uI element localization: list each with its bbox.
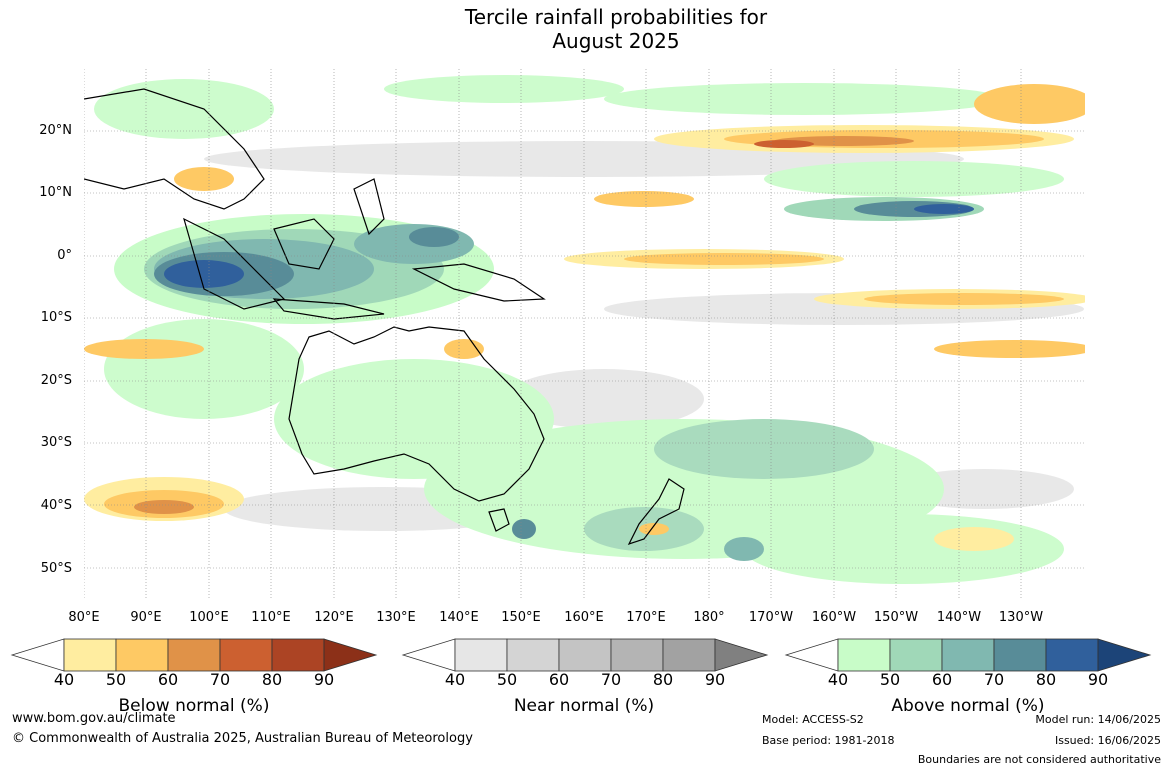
lon-label: 170°E xyxy=(626,610,666,625)
colorbar-tick: 50 xyxy=(105,670,127,689)
lon-label: 140°E xyxy=(439,610,479,625)
below-normal-label: Below normal (%) xyxy=(118,696,270,716)
lat-label-10s: 10°S xyxy=(40,310,72,325)
lat-label-50s: 50°S xyxy=(40,561,72,576)
colorbar-tick: 80 xyxy=(1035,670,1057,689)
website-link[interactable]: www.bom.gov.au/climate xyxy=(12,711,176,726)
colorbar-tick: 40 xyxy=(444,670,466,689)
colorbar-tick: 90 xyxy=(313,670,335,689)
colorbar-tick: 70 xyxy=(600,670,622,689)
below-normal-colorbar xyxy=(10,638,378,672)
colorbar-tick: 70 xyxy=(209,670,231,689)
lon-label: 130°E xyxy=(376,610,416,625)
colorbar-tick: 40 xyxy=(827,670,849,689)
colorbar-tick: 60 xyxy=(157,670,179,689)
colorbar-tick: 60 xyxy=(548,670,570,689)
lon-label: 80°E xyxy=(68,610,100,625)
rainfall-probability-map xyxy=(84,69,1085,600)
colorbar-tick: 90 xyxy=(704,670,726,689)
title-line-1: Tercile rainfall probabilities for xyxy=(464,5,768,29)
lat-label-0: 0° xyxy=(57,248,72,263)
lon-label: 100°E xyxy=(189,610,229,625)
lon-label: 90°E xyxy=(130,610,162,625)
issued-date: Issued: 16/06/2025 xyxy=(1054,734,1161,747)
colorbar-tick: 70 xyxy=(983,670,1005,689)
copyright-notice: © Commonwealth of Australia 2025, Austra… xyxy=(12,731,473,746)
lon-label: 120°E xyxy=(314,610,354,625)
lon-label: 170°W xyxy=(748,610,794,625)
colorbar-tick: 80 xyxy=(261,670,283,689)
colorbar-tick: 50 xyxy=(879,670,901,689)
lon-label: 180° xyxy=(693,610,725,625)
colorbar-tick: 80 xyxy=(652,670,674,689)
map-title: Tercile rainfall probabilities for Augus… xyxy=(0,5,1173,53)
lat-label-30s: 30°S xyxy=(40,435,72,450)
lon-label: 140°W xyxy=(936,610,982,625)
near-normal-label: Near normal (%) xyxy=(513,696,655,716)
colorbar-tick: 60 xyxy=(931,670,953,689)
colorbar-tick: 40 xyxy=(53,670,75,689)
lon-label: 160°E xyxy=(564,610,604,625)
lat-label-20n: 20°N xyxy=(39,123,72,138)
lat-label-10n: 10°N xyxy=(39,185,72,200)
model-info: Model: ACCESS-S2 xyxy=(762,713,864,726)
lon-label: 150°E xyxy=(501,610,541,625)
near-normal-colorbar xyxy=(401,638,769,672)
model-run: Model run: 14/06/2025 xyxy=(1035,713,1161,726)
lon-label: 150°W xyxy=(873,610,919,625)
boundaries-disclaimer: Boundaries are not considered authoritat… xyxy=(917,753,1161,766)
title-line-2: August 2025 xyxy=(552,29,680,53)
lon-label: 160°W xyxy=(811,610,857,625)
lat-label-40s: 40°S xyxy=(40,498,72,513)
above-normal-label: Above normal (%) xyxy=(891,696,1045,716)
above-normal-colorbar xyxy=(784,638,1152,672)
lon-label: 130°W xyxy=(998,610,1044,625)
colorbar-tick: 50 xyxy=(496,670,518,689)
lat-label-20s: 20°S xyxy=(40,373,72,388)
lon-label: 110°E xyxy=(251,610,291,625)
colorbar-tick: 90 xyxy=(1087,670,1109,689)
base-period: Base period: 1981-2018 xyxy=(762,734,895,747)
